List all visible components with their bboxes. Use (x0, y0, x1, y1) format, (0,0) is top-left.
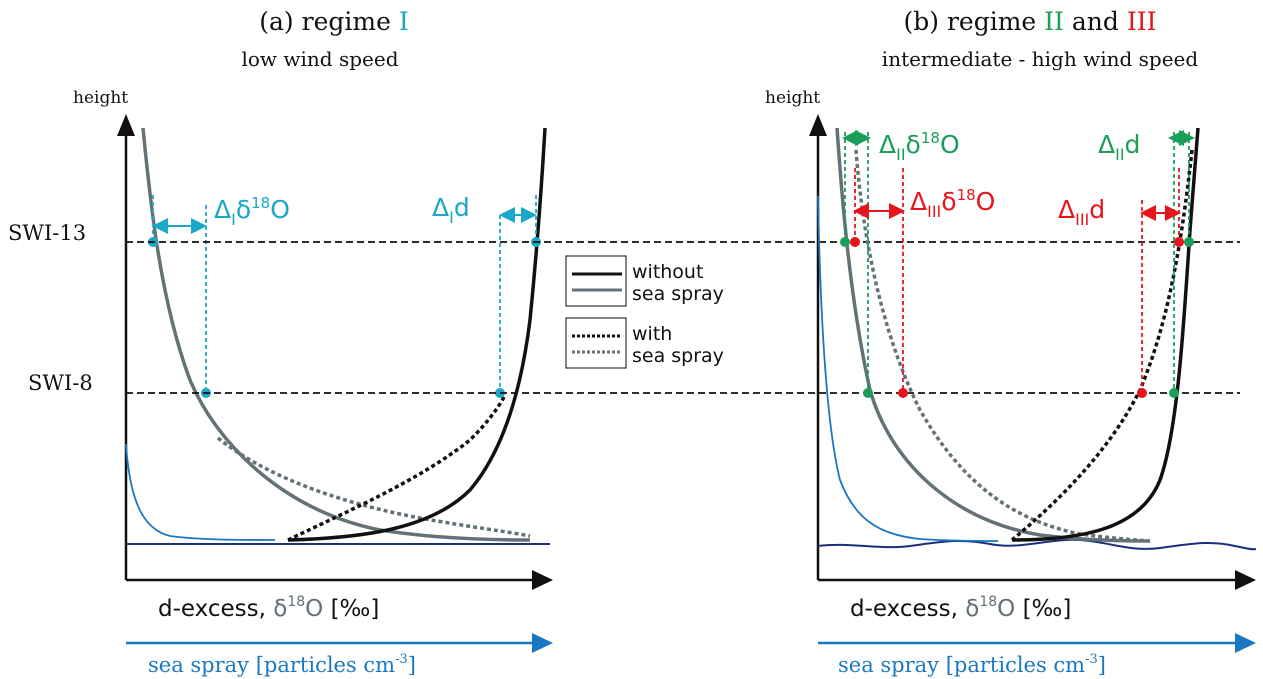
panel-a-d-curve-without (287, 127, 547, 542)
panel-b-xlabel: d-excess, δ18O [‰] (850, 594, 1071, 622)
swi8-label: SWI-8 (28, 371, 93, 395)
panel-a-y-arrow (117, 114, 135, 136)
panel-a: (a) regime I low wind speed height (73, 7, 553, 677)
panel-b-delta-ii-d18o-label: ΔIIδ18O (879, 129, 960, 164)
panel-b-green-dot-1 (840, 237, 850, 247)
panel-a-xlabel: d-excess, δ18O [‰] (158, 594, 379, 622)
swi13-label: SWI-13 (8, 221, 86, 245)
legend-without-2: sea spray (632, 283, 724, 305)
panel-b: (b) regime II and III intermediate - hig… (765, 7, 1257, 677)
legend: without sea spray with sea spray (565, 255, 724, 369)
legend-with-2: sea spray (632, 345, 724, 367)
panel-a-spray-label: sea spray [particles cm-3] (148, 652, 416, 677)
legend-box-without (565, 255, 627, 307)
panel-b-title: (b) regime II and III (904, 7, 1157, 36)
panel-a-d18o-curve-without (141, 127, 531, 542)
legend-without-1: without (632, 261, 703, 283)
panel-b-ylabel: height (765, 88, 820, 108)
panel-b-red-dot-2 (898, 388, 908, 398)
panel-b-spray-label: sea spray [particles cm-3] (838, 652, 1106, 677)
legend-box-with (565, 317, 627, 369)
panel-a-d-curve-with (287, 394, 507, 542)
panel-a-spray-arrow (532, 633, 553, 653)
panel-b-x-arrow (1235, 570, 1256, 590)
panel-a-sea-spray-curve (125, 443, 276, 541)
panel-a-delta-d-label: ΔId (432, 193, 470, 227)
panel-b-sea-spray-curve (817, 195, 999, 542)
panel-b-red-dot-1 (850, 237, 860, 247)
panel-b-green-dot-3 (1169, 388, 1179, 398)
panel-a-title: (a) regime I (259, 7, 408, 36)
panel-b-green-dot-4 (1184, 237, 1194, 247)
panel-b-y-arrow (809, 114, 827, 136)
panel-b-sea-surface (817, 538, 1257, 551)
panel-b-d-curve-without (1011, 127, 1200, 542)
panel-a-ylabel: height (73, 88, 128, 108)
panel-b-red-dot-4 (1174, 237, 1184, 247)
panel-b-delta-iii-d-label: ΔIIId (1058, 195, 1105, 229)
panel-b-red-dot-3 (1137, 388, 1147, 398)
panel-b-green-dot-2 (863, 388, 873, 398)
panel-b-delta-ii-d-label: ΔIId (1098, 130, 1140, 164)
panel-b-delta-iii-d18o-label: ΔIIIδ18O (910, 186, 995, 221)
panel-b-subtitle: intermediate - high wind speed (882, 47, 1199, 71)
panel-a-x-arrow (532, 570, 553, 590)
panel-b-d18o-curve-with (854, 149, 1151, 543)
panel-b-spray-arrow (1235, 633, 1256, 653)
legend-with-1: with (632, 323, 672, 345)
panel-a-delta-d18o-label: ΔIδ18O (214, 194, 290, 229)
panel-a-d18o-curve-with (216, 436, 531, 538)
panel-a-subtitle: low wind speed (241, 47, 398, 71)
